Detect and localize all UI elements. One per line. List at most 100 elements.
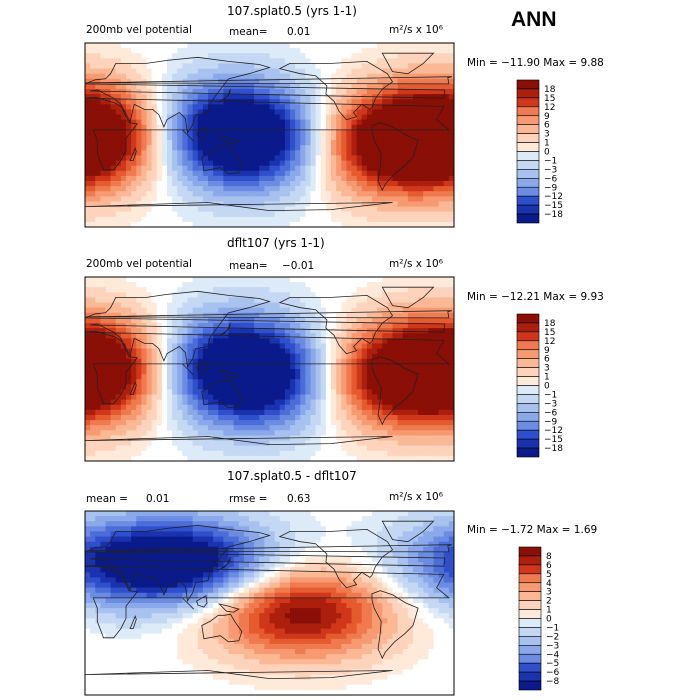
field-cell [356,312,363,319]
field-cell [433,175,440,182]
field-cell [428,160,435,167]
field-cell [346,394,353,401]
field-cell [433,119,440,126]
field-cell [310,430,317,437]
field-cell [295,394,301,401]
field-cell [249,104,255,111]
field-cell [325,99,332,105]
field-cell [197,348,204,355]
field-cell [254,165,260,172]
field-cell [213,389,219,396]
field-cell [325,297,332,304]
field-cell [100,348,107,355]
field-cell [295,420,301,426]
field-cell [146,302,153,309]
field-cell [413,211,419,218]
field-cell [407,135,414,141]
field-cell [448,175,454,182]
field-cell [341,369,347,375]
field-cell [295,58,301,65]
field-cell [223,186,230,192]
field-cell [315,353,322,360]
field-cell [279,277,286,283]
field-cell [126,384,132,391]
field-cell [407,83,414,90]
field-cell [418,181,424,187]
field-cell [418,302,424,309]
field-cell [413,369,419,375]
field-cell [85,328,91,334]
field-cell [372,420,378,426]
field-cell [238,58,245,65]
field-cell [151,94,158,100]
field-cell [310,277,317,283]
field-cell [254,43,260,49]
field-cell [366,435,373,442]
field-cell [264,124,271,131]
field-cell [202,89,209,95]
field-cell [269,94,276,100]
field-cell [387,435,394,442]
field-cell [315,435,322,442]
field-cell [254,196,260,203]
field-cell [423,277,429,283]
field-cell [218,389,224,396]
field-cell [397,78,404,85]
field-cell [249,404,255,411]
field-cell [305,201,312,208]
coastline [85,202,393,227]
field-cell [187,181,194,187]
field-cell [387,150,394,157]
field-cell [100,206,107,213]
field-cell [218,430,224,437]
field-cell [366,186,373,192]
field-cell [136,384,142,391]
field-cell [428,425,435,431]
field-cell [120,312,127,319]
field-cell [372,409,378,416]
field-cell [392,68,399,75]
field-cell [259,323,265,329]
field-cell [382,348,388,355]
field-cell [351,63,358,70]
field-cell [320,409,327,416]
field-cell [413,155,419,162]
field-cell [387,353,394,360]
field-cell [249,302,255,309]
field-cell [146,43,153,49]
field-cell [413,83,419,90]
field-cell [397,333,404,339]
field-cell [213,394,219,401]
field-cell [259,353,265,360]
field-cell [223,389,230,396]
field-cell [259,369,265,375]
field-cell [177,430,183,437]
field-cell [392,323,399,329]
field-cell [310,353,317,360]
field-cell [269,277,276,283]
field-cell [392,119,399,126]
field-cell [264,282,271,288]
field-cell [418,353,424,360]
field-cell [192,425,199,431]
field-cell [228,99,235,105]
field-cell [115,292,122,299]
field-cell [377,170,383,177]
field-cell [177,73,183,80]
field-cell [131,312,137,319]
field-cell [95,302,101,309]
field-cell [433,201,440,208]
field-cell [346,186,353,192]
field-cell [85,119,91,126]
field-cell [259,114,265,121]
field-cell [387,135,394,141]
field-cell [126,135,132,141]
field-cell [315,389,322,396]
field-cell [397,129,404,136]
field-cell [418,43,424,49]
field-cell [269,302,276,309]
field-cell [238,277,245,283]
field-cell [172,94,178,100]
field-cell [423,363,429,370]
field-cell [279,129,286,136]
